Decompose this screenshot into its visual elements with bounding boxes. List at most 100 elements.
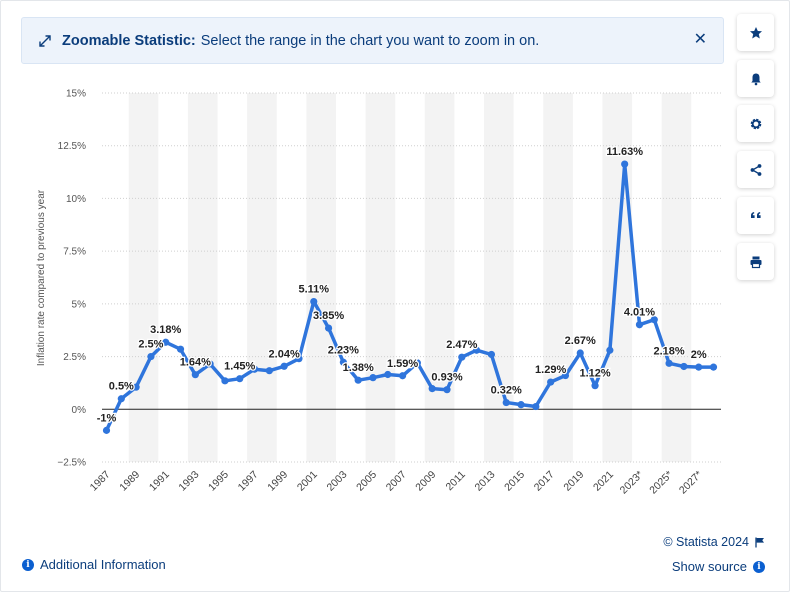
data-point: [384, 370, 392, 379]
x-tick-label: 1993: [176, 469, 201, 494]
printer-icon: [750, 256, 761, 268]
y-tick-label: 10%: [66, 194, 86, 205]
x-tick-label: 2021: [591, 469, 616, 494]
chart-series: [102, 160, 718, 434]
data-label: 0.93%: [431, 372, 462, 384]
data-point: [487, 350, 496, 359]
data-point: [324, 324, 333, 332]
data-point: [502, 398, 510, 407]
x-tick-label: 2003: [324, 469, 349, 494]
x-tick-label: 1987: [88, 469, 113, 494]
data-label: 1.38%: [343, 362, 374, 374]
data-label: 2.67%: [565, 335, 596, 347]
x-tick-label: 2011: [443, 469, 468, 494]
data-point: [176, 345, 185, 353]
notification-button[interactable]: [737, 60, 774, 97]
data-point: [354, 376, 362, 384]
quote-icon: [750, 211, 761, 218]
copyright[interactable]: © Statista 2024: [663, 535, 765, 549]
data-point: [473, 346, 481, 354]
data-point: [221, 377, 229, 385]
data-label: 3.85%: [313, 310, 344, 322]
x-tick-label: 2017: [532, 469, 557, 494]
x-tick-label: 2013: [473, 469, 498, 494]
additional-information-label: Additional Information: [40, 557, 166, 572]
chart-gridlines: [102, 92, 721, 463]
data-point: [591, 382, 599, 390]
data-point: [576, 349, 584, 357]
additional-information-link[interactable]: i Additional Information: [22, 557, 166, 572]
info-icon: i: [753, 560, 765, 573]
y-tick-label: 0%: [72, 405, 87, 416]
data-point: [339, 358, 347, 366]
data-point: [236, 375, 244, 383]
copyright-text: © Statista 2024: [663, 535, 749, 549]
x-tick-label: 1989: [117, 469, 142, 494]
x-tick-label: 1999: [265, 469, 290, 494]
chart-band: [484, 93, 514, 462]
data-point: [117, 395, 125, 403]
info-icon: i: [22, 558, 34, 571]
y-tick-label: 15%: [66, 89, 86, 100]
data-label: 3.18%: [150, 324, 181, 336]
data-point: [635, 321, 644, 329]
print-button[interactable]: [737, 243, 774, 280]
x-tick-label: 2027*: [677, 469, 705, 497]
data-point: [561, 371, 570, 380]
data-point: [443, 386, 451, 394]
x-tick-label: 2019: [561, 469, 586, 494]
data-point: [132, 383, 140, 391]
bell-icon: [750, 73, 761, 85]
chart-band: [661, 93, 692, 462]
data-point: [265, 367, 273, 375]
data-point: [191, 371, 199, 379]
data-point: [398, 372, 407, 380]
show-source-link[interactable]: Show source i: [672, 559, 765, 574]
data-label: 2.18%: [653, 345, 684, 357]
chart-band: [247, 93, 277, 462]
settings-button[interactable]: [737, 105, 774, 142]
data-label: 1.59%: [387, 358, 418, 370]
chart-band: [306, 93, 336, 462]
data-point: [606, 346, 614, 354]
data-label: 5.11%: [298, 284, 329, 296]
chart-bands: [128, 93, 692, 462]
data-labels: -1% 0.5% 2.5% 3.18% 1.64% 1.45% 2.04% 5.11% 3.85…: [95, 145, 708, 426]
share-button[interactable]: [737, 151, 774, 188]
data-point: [413, 359, 422, 367]
x-tick-label: 2025*: [647, 469, 675, 497]
x-tick-label: 2023*: [618, 469, 646, 497]
data-label: 2.5%: [138, 339, 163, 351]
y-tick-label: 5%: [72, 299, 87, 310]
x-tick-label: 2009: [413, 469, 438, 494]
chart-band: [424, 93, 455, 462]
x-tick-label: 2001: [295, 469, 320, 494]
y-tick-label: 7.5%: [63, 247, 86, 258]
favorite-button[interactable]: [737, 14, 774, 51]
close-icon[interactable]: ✕: [693, 31, 707, 48]
data-label: 1.45%: [224, 361, 255, 373]
x-tick-label: 2007: [384, 469, 409, 494]
data-label: -1%: [97, 412, 117, 424]
x-tick-label: 1995: [206, 469, 231, 494]
data-point: [458, 353, 466, 361]
chart-band: [365, 93, 396, 462]
cite-button[interactable]: [737, 197, 774, 234]
data-label: 2.23%: [328, 344, 359, 356]
share-icon: [750, 163, 761, 176]
data-point: [162, 338, 170, 346]
y-tick-label: −2.5%: [57, 458, 86, 469]
y-tick-label: 2.5%: [63, 352, 86, 363]
zoom-banner: Zoomable Statistic: Select the range in …: [21, 17, 724, 64]
data-label: 4.01%: [624, 307, 655, 319]
data-label: 1.12%: [579, 368, 610, 380]
data-point: [517, 401, 525, 409]
x-tick-label: 2005: [354, 469, 379, 494]
data-point: [695, 363, 703, 371]
y-axis-title: Inflation rate compared to previous year: [36, 189, 47, 366]
x-tick-label: 2015: [502, 469, 527, 494]
data-point: [665, 359, 673, 367]
data-point: [621, 160, 629, 168]
star-icon: [749, 26, 762, 38]
